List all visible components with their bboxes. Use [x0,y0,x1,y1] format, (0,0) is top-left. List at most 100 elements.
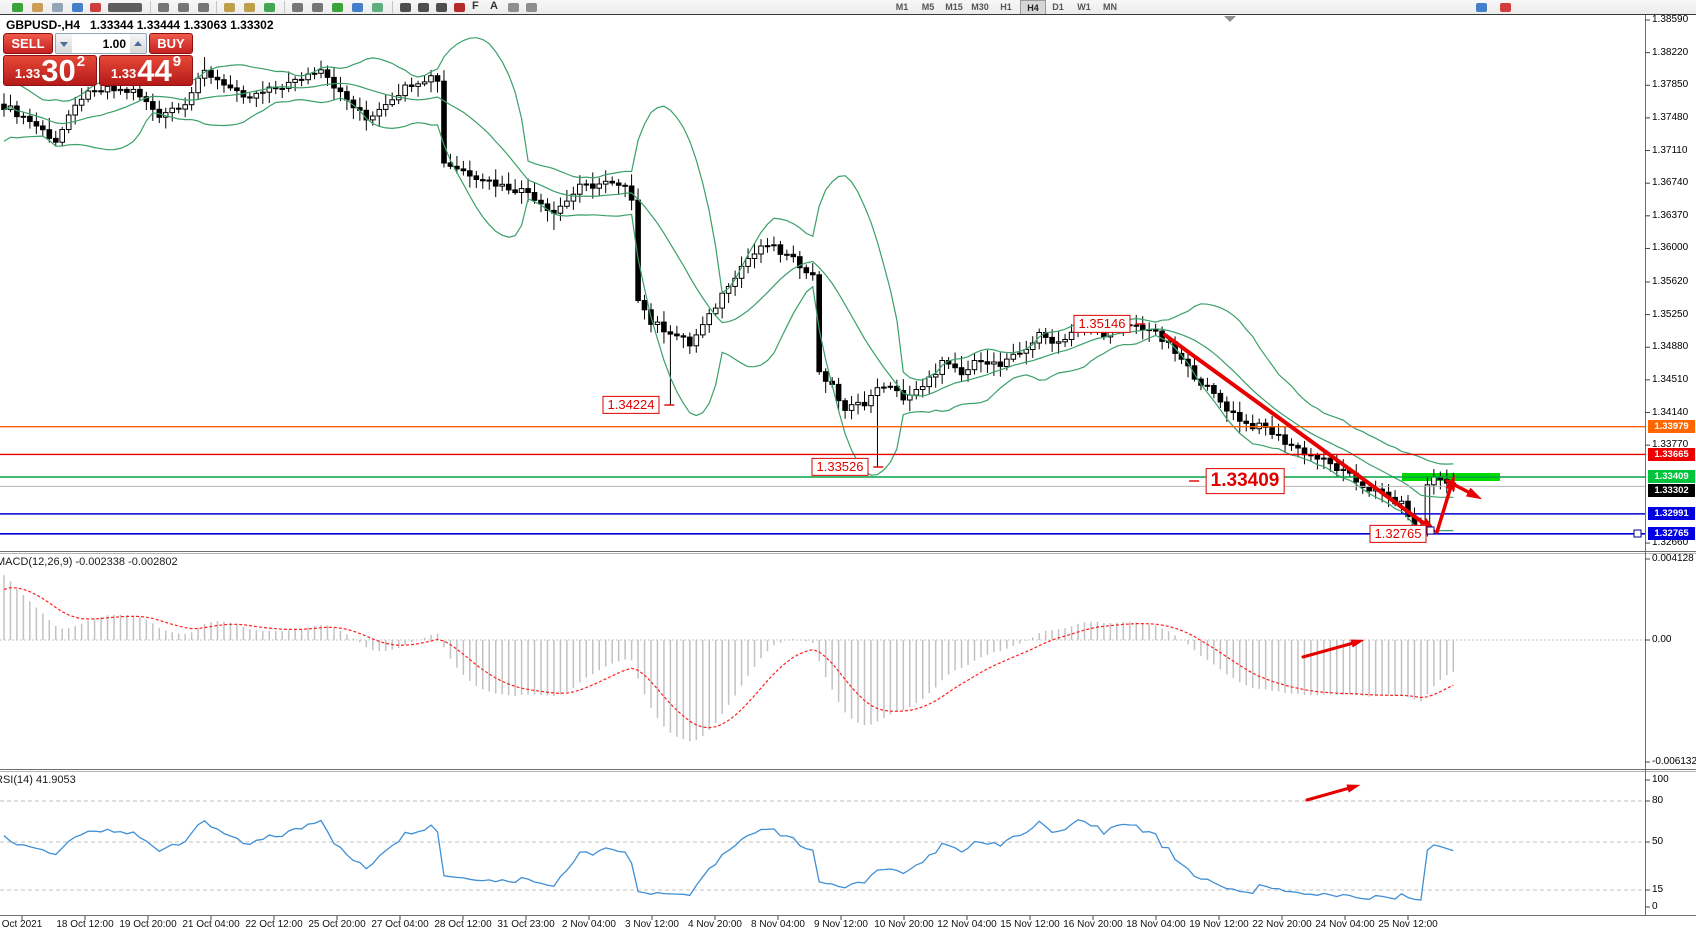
date-axis-label: 19 Oct 20:00 [119,919,177,930]
zoom-in-icon[interactable] [224,3,235,12]
timeframe-button-H4[interactable]: H4 [1020,0,1046,14]
buy-button[interactable]: BUY [149,33,193,54]
volume-increase-button[interactable] [130,34,146,53]
date-axis-label: 22 Nov 20:00 [1252,919,1312,930]
price-annotation-label[interactable]: 1.35146 [1073,314,1131,334]
indicators-pointer-icon[interactable] [1476,3,1487,12]
autotrading-icon[interactable] [352,3,363,12]
selection-handle[interactable] [1426,526,1435,535]
price-axis-label: 1.38220 [1652,47,1689,58]
price-axis-label: 1.33770 [1652,439,1689,450]
macd-histogram [3,575,1455,742]
current-price-badge: 1.33302 [1648,484,1695,497]
mail-icon[interactable] [52,3,63,12]
date-axis-label: 9 Nov 12:00 [814,919,868,930]
timeframe-button-H1[interactable]: H1 [1000,2,1012,12]
new-chart-icon[interactable] [12,3,23,12]
price-axis-label: 1.35620 [1652,276,1689,287]
price-annotation-label[interactable]: 1.32765 [1369,524,1427,544]
toolbar-separator [392,1,393,13]
volume-decrease-button[interactable] [56,34,72,53]
selection-handle[interactable] [1633,529,1642,538]
timeframe-button-W1[interactable]: W1 [1077,2,1091,12]
toolbar-separator [284,1,285,13]
macd-indicator-label: MACD(12,26,9) -0.002338 -0.002802 [0,556,178,568]
rsi-axis-label: 0 [1652,901,1658,912]
date-axis-label: 16 Nov 20:00 [1063,919,1123,930]
price-axis-label: 1.34880 [1652,341,1689,352]
bid-pipette: 2 [76,53,86,70]
ask-price-box[interactable]: 1.33 44 9 [99,53,193,86]
arrows-icon[interactable] [526,3,537,12]
zoom-out-icon[interactable] [244,3,255,12]
horizontal-line-icon[interactable] [436,3,447,12]
sell-button[interactable]: SELL [3,33,53,54]
price-axis-label: 1.37480 [1652,112,1689,123]
rsi-axis-label: 15 [1652,884,1664,895]
price-axis-label: 1.36740 [1652,177,1689,188]
macd-signal-line [3,587,1454,729]
news-globe-icon[interactable] [72,3,83,12]
trendline-icon[interactable] [454,3,465,12]
date-axis-label: 12 Nov 04:00 [937,919,997,930]
date-axis-label: 31 Oct 23:00 [497,919,555,930]
fibonacci-icon[interactable]: F [472,0,479,12]
profile-icon[interactable] [32,3,43,12]
shapes-icon[interactable] [508,3,519,12]
red-arrow-2-arrowhead [1350,639,1365,648]
timeframe-button-M15[interactable]: M15 [945,2,963,12]
crosshair-icon[interactable] [158,3,169,12]
rsi-axis-label: 80 [1652,795,1664,806]
price-level-badge: 1.32765 [1648,527,1695,540]
price-axis-label: 1.34140 [1652,407,1689,418]
bid-price-box[interactable]: 1.33 30 2 [3,53,97,86]
date-axis-label: 15 Nov 12:00 [1000,919,1060,930]
rsi-axis-label: 100 [1652,774,1669,785]
scroll-icon[interactable] [198,3,209,12]
red-arrow-3-arrowhead [1346,784,1361,793]
cursor-mode-icon[interactable] [178,3,189,12]
timeframe-button-M1[interactable]: M1 [895,2,909,12]
chart-candles-icon[interactable] [312,3,323,12]
ohlc-values: 1.33344 1.33444 1.33063 1.33302 [90,18,274,32]
date-axis-label: Oct 2021 [1,919,43,930]
price-annotation-label[interactable]: 1.33526 [811,457,869,477]
timeframe-button-M5[interactable]: M5 [921,2,935,12]
price-level-badge: 1.33409 [1648,470,1695,483]
volume-input[interactable] [72,34,130,53]
chat-icon[interactable] [1500,3,1511,12]
timeframe-button-D1[interactable]: D1 [1052,2,1064,12]
price-axis-label: 1.36370 [1652,210,1689,221]
ask-pipette: 9 [172,53,182,70]
red-arrow-3[interactable] [1305,785,1355,802]
price-annotation-label[interactable]: 1.33409 [1205,468,1285,494]
downtrend-trendline[interactable] [1163,333,1431,529]
toolbar-separator [216,1,217,13]
expert-log-icon[interactable] [108,3,142,12]
toolbar-separator [150,1,151,13]
tile-windows-icon[interactable] [264,3,275,12]
red-arrow-2[interactable] [1301,640,1359,659]
red-arrow-0[interactable] [1435,481,1454,534]
vertical-line-icon[interactable] [418,3,429,12]
chart-shift-marker[interactable] [1224,16,1236,22]
timeframe-button-M30[interactable]: M30 [971,2,989,12]
add-indicator-icon[interactable] [332,3,343,12]
date-axis-label: 19 Nov 12:00 [1189,919,1249,930]
main-toolbar: F A M1 M5 M15 M30 H1 H4 D1 W1 MN [0,0,1696,15]
date-axis-label: 18 Oct 12:00 [56,919,114,930]
text-label-icon[interactable]: A [490,0,498,12]
timeframe-button-MN[interactable]: MN [1103,2,1117,12]
price-axis-label: 1.34510 [1652,374,1689,385]
template-icon[interactable] [372,3,383,12]
bollinger-middle-band [3,82,1454,498]
chart-bars-icon[interactable] [292,3,303,12]
bollinger-upper-band [3,37,1454,465]
alert-icon[interactable] [90,3,101,12]
cursor-arrow-icon[interactable] [400,3,411,12]
price-annotation-label[interactable]: 1.34224 [602,395,660,415]
macd-axis-label: -0.006132 [1652,756,1696,767]
